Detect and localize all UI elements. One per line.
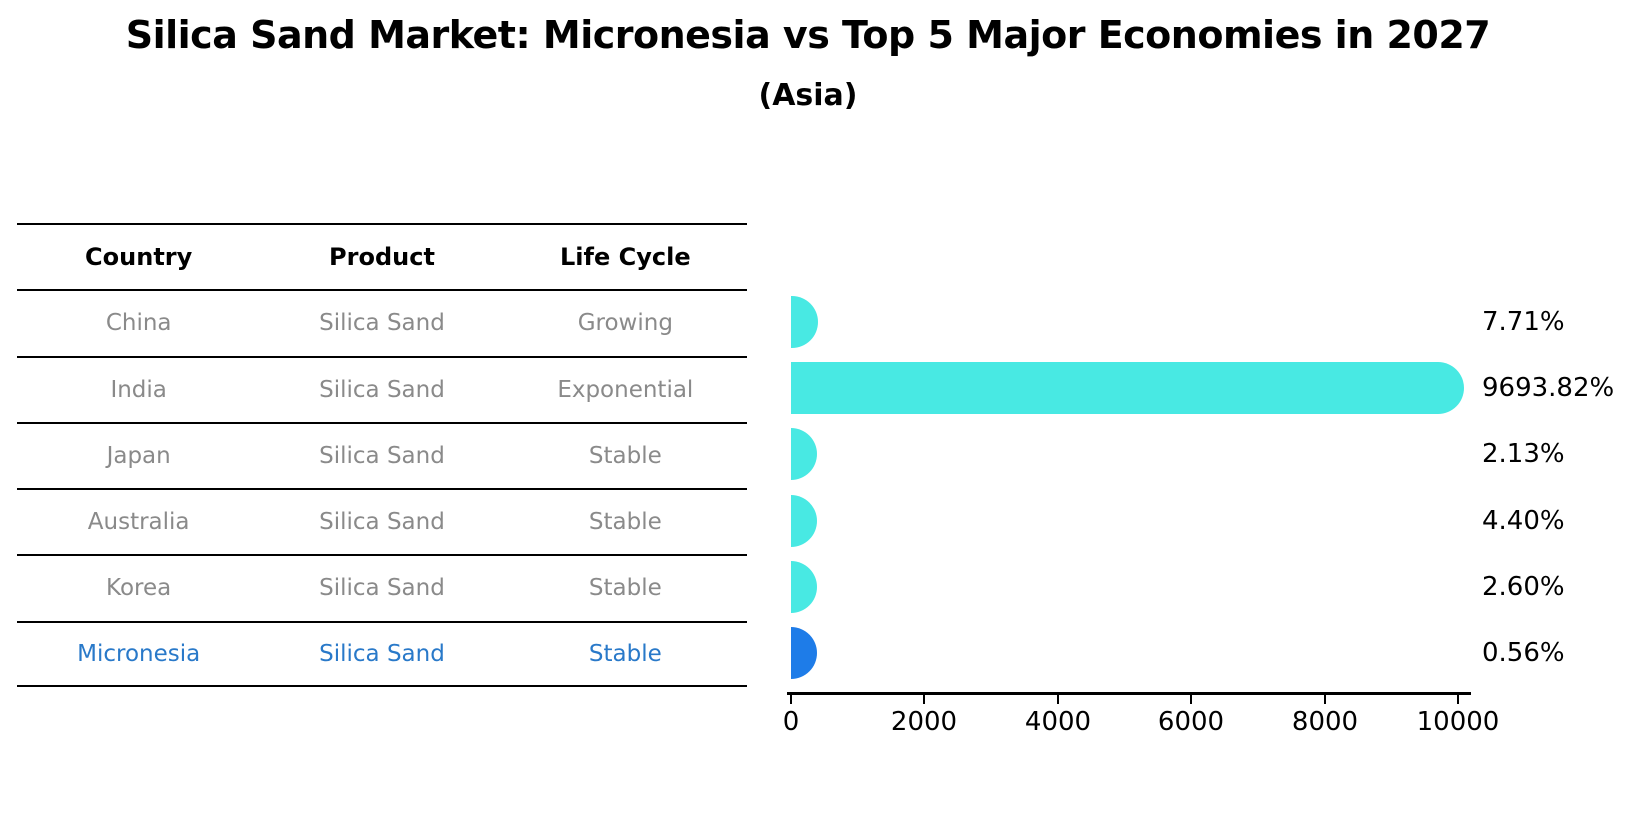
x-tick-mark-0	[790, 695, 792, 704]
table-row-china: China Silica Sand Growing	[17, 289, 747, 355]
product-cell: Silica Sand	[319, 442, 445, 469]
x-tick-mark-10000	[1457, 695, 1459, 704]
life-cycle-cell: Exponential	[557, 376, 694, 403]
country-cell: China	[105, 310, 172, 337]
life-cycle-cell: Stable	[588, 509, 662, 536]
x-axis-line	[787, 692, 1471, 695]
life-cycle-cell: Stable	[588, 640, 662, 667]
bar-micronesia	[791, 627, 818, 679]
bar-japan	[791, 428, 818, 480]
x-tick-label-4000: 4000	[1024, 707, 1092, 737]
country-cell: Korea	[106, 575, 172, 602]
country-cell: Micronesia	[77, 640, 201, 667]
table-row-japan: Japan Silica Sand Stable	[17, 421, 747, 488]
country-cell: Japan	[106, 442, 171, 469]
x-tick-label-8000: 8000	[1291, 707, 1359, 737]
bar-australia	[791, 495, 818, 547]
country-cell: India	[110, 376, 167, 403]
table-row-micronesia: Micronesia Silica Sand Stable	[17, 620, 747, 687]
x-tick-mark-8000	[1323, 695, 1326, 704]
value-label-korea: 2.60%	[1482, 572, 1565, 602]
table-header-row: Country Product Life Cycle	[17, 223, 747, 289]
x-tick-label-6000: 6000	[1157, 707, 1225, 737]
table-row-australia: Australia Silica Sand Stable	[17, 488, 747, 554]
product-cell: Silica Sand	[319, 376, 445, 403]
x-tick-label-10000: 10000	[1416, 707, 1500, 737]
product-cell: Silica Sand	[319, 640, 445, 667]
life-cycle-cell: Stable	[588, 575, 662, 602]
header-country: Country	[85, 243, 193, 272]
product-cell: Silica Sand	[319, 310, 445, 337]
table-row-india: India Silica Sand Exponential	[17, 355, 747, 422]
value-label-india: 9693.82%	[1482, 373, 1615, 403]
life-cycle-cell: Stable	[588, 442, 662, 469]
value-label-micronesia: 0.56%	[1482, 638, 1565, 668]
header-life-cycle: Life Cycle	[560, 243, 691, 272]
chart-subtitle: (Asia)	[758, 78, 858, 113]
x-tick-mark-6000	[1190, 695, 1193, 704]
chart-title: Silica Sand Market: Micronesia vs Top 5 …	[125, 13, 1491, 57]
bar-india	[791, 362, 1464, 414]
value-label-china: 7.71%	[1482, 307, 1565, 337]
life-cycle-cell: Growing	[577, 310, 673, 337]
x-tick-mark-2000	[923, 695, 926, 704]
header-product: Product	[329, 243, 435, 272]
value-label-japan: 2.13%	[1482, 439, 1565, 469]
x-tick-label-0: 0	[782, 707, 800, 737]
bar-china	[791, 296, 818, 348]
product-cell: Silica Sand	[319, 509, 445, 536]
data-table: Country Product Life Cycle China Silica …	[17, 223, 747, 687]
product-cell: Silica Sand	[319, 575, 445, 602]
bar-korea	[791, 561, 818, 613]
x-tick-label-2000: 2000	[890, 707, 958, 737]
value-label-australia: 4.40%	[1482, 506, 1565, 536]
table-row-korea: Korea Silica Sand Stable	[17, 554, 747, 620]
country-cell: Australia	[87, 509, 190, 536]
x-tick-mark-4000	[1056, 695, 1059, 704]
